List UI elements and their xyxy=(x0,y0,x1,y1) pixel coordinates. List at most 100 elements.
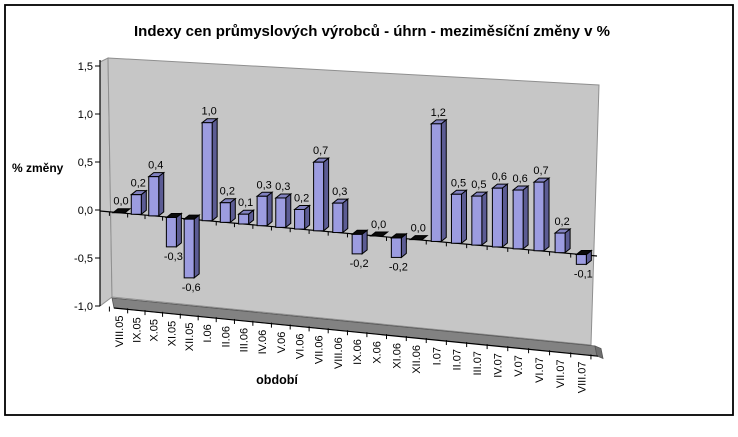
data-label: 0,6 xyxy=(512,173,527,185)
bar-side-face xyxy=(481,191,488,247)
bar-X.05 xyxy=(147,171,166,217)
bar-V.06 xyxy=(274,192,293,229)
data-label: -0,2 xyxy=(350,258,369,270)
bar-front-face xyxy=(390,237,402,258)
bar-side-face xyxy=(522,185,529,250)
bar-front-face xyxy=(238,213,250,225)
data-label: 0,2 xyxy=(220,186,235,198)
bar-zero-cap xyxy=(389,233,408,239)
value-axis-label: 0,5 xyxy=(78,157,93,169)
category-label: IX.06 xyxy=(352,339,364,365)
bar-II.07 xyxy=(450,189,468,245)
bar-III.06 xyxy=(237,209,256,226)
data-label: -0,1 xyxy=(574,268,593,280)
bar-front-face xyxy=(294,208,306,230)
data-label: 0,6 xyxy=(492,171,507,183)
data-label: 0,3 xyxy=(256,179,271,191)
bar-V.07 xyxy=(511,185,530,250)
category-label: VI.07 xyxy=(534,357,546,383)
bar-front-face xyxy=(533,181,545,252)
category-label: XI.06 xyxy=(391,343,403,369)
category-label: I.06 xyxy=(202,324,214,342)
x-axis-title: období xyxy=(256,373,298,387)
category-label: VII.06 xyxy=(314,335,326,364)
category-label: II.07 xyxy=(451,349,463,370)
data-label: 0,3 xyxy=(275,181,290,193)
bar-side-face xyxy=(266,191,273,227)
bar-side-face xyxy=(304,204,311,231)
category-label: III.06 xyxy=(239,328,251,352)
bar-side-face xyxy=(175,212,182,248)
bar-XI.06 xyxy=(389,232,408,259)
value-axis-label: -1,0 xyxy=(74,301,93,313)
bar-side-face xyxy=(193,214,200,279)
category-label: III.07 xyxy=(472,351,484,375)
data-label: -0,3 xyxy=(164,251,183,263)
category-label: VIII.07 xyxy=(576,361,588,393)
bar-front-face xyxy=(491,187,503,248)
value-axis-label: 1,5 xyxy=(78,61,93,73)
data-label: 0,4 xyxy=(148,160,163,172)
category-label: IV.06 xyxy=(257,330,269,355)
category-axis-line xyxy=(113,307,599,357)
data-label: 0,3 xyxy=(332,186,347,198)
bar-front-face xyxy=(201,122,213,222)
y-axis-title: % změny xyxy=(12,161,64,175)
bar-III.07 xyxy=(470,191,489,247)
data-label: -0,6 xyxy=(182,282,201,294)
bar-front-face xyxy=(183,218,195,279)
zero-value-marker xyxy=(111,208,132,214)
bar-side-face xyxy=(140,189,147,216)
category-label: I.07 xyxy=(431,347,443,365)
plot-3d: VIII.05 IX.05 X.05 XI.05 XII.05 I.06 II.06 III.… xyxy=(74,57,604,393)
bar-X.06 xyxy=(369,231,390,237)
data-label: 0,7 xyxy=(533,165,548,177)
data-label: 0,1 xyxy=(238,197,253,209)
zero-value-marker xyxy=(369,231,390,237)
bar-VIII.06 xyxy=(331,198,350,234)
bar-front-face xyxy=(219,202,231,223)
chart-title: Indexy cen průmyslových výrobců - úhrn -… xyxy=(134,23,610,40)
bar-side-face xyxy=(229,197,236,224)
value-axis-label: 1,0 xyxy=(78,109,93,121)
bar-front-face xyxy=(165,216,177,248)
bar-VIII.07 xyxy=(574,249,593,266)
data-label: -0,2 xyxy=(389,261,408,273)
bar-side-face xyxy=(211,117,218,222)
bar-front-face xyxy=(450,193,462,244)
bar-zero-cap xyxy=(350,229,369,235)
bar-front-face xyxy=(332,202,344,234)
back-wall xyxy=(107,57,600,346)
category-label: VIII.05 xyxy=(114,315,126,347)
bar-front-face xyxy=(512,189,524,250)
data-label: 0,0 xyxy=(411,223,426,235)
bar-front-face xyxy=(351,233,363,255)
bar-side-face xyxy=(323,157,330,232)
bar-VIII.05 xyxy=(111,208,132,214)
bar-front-face xyxy=(275,197,287,228)
bar-side-face xyxy=(158,171,165,217)
bar-zero-cap xyxy=(164,212,183,218)
category-label: VI.06 xyxy=(295,333,307,359)
category-label: VII.07 xyxy=(555,359,567,388)
data-label: 1,2 xyxy=(431,107,446,119)
bar-front-face xyxy=(130,194,142,215)
value-axis-label: -0,5 xyxy=(74,253,93,265)
bar-front-face xyxy=(575,254,587,265)
data-label: 0,5 xyxy=(451,177,466,189)
data-label: 0,7 xyxy=(313,145,328,157)
data-label: 0,0 xyxy=(113,196,128,208)
category-label: IV.07 xyxy=(492,353,504,378)
bar-IV.06 xyxy=(255,191,274,227)
bar-IX.05 xyxy=(129,189,148,216)
bar-front-face xyxy=(471,195,483,246)
bar-I.06 xyxy=(200,117,219,222)
category-label: XI.05 xyxy=(166,321,178,347)
bar-VII.07 xyxy=(553,227,572,254)
category-label: V.07 xyxy=(513,355,525,377)
category-label: XII.05 xyxy=(184,322,196,351)
category-label: II.06 xyxy=(220,326,232,347)
floor-side-face xyxy=(594,345,604,360)
